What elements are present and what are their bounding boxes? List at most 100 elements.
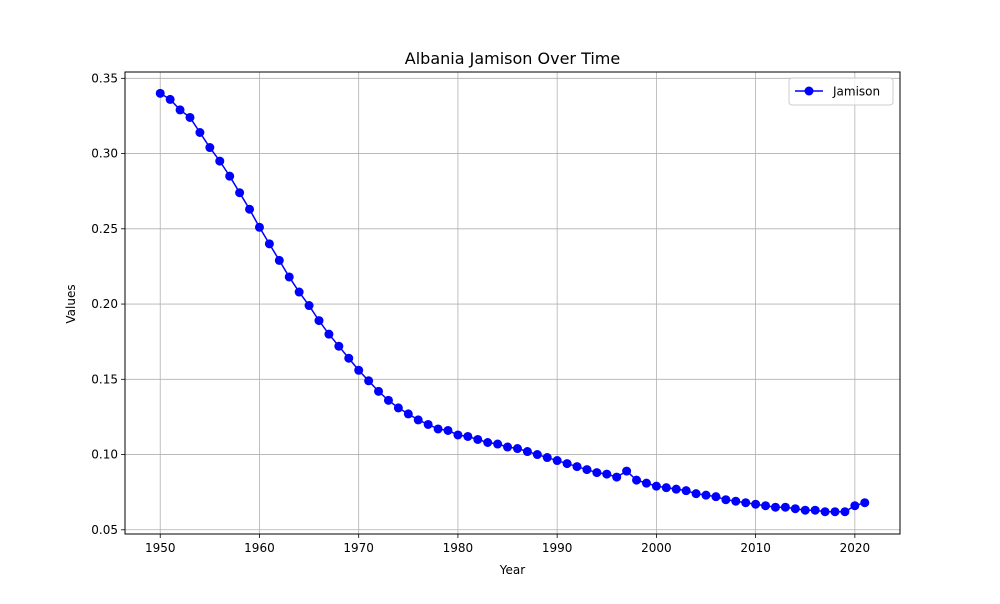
data-point (651, 481, 661, 491)
data-point (592, 468, 602, 478)
data-point (403, 409, 413, 419)
data-point (721, 495, 731, 505)
data-point (284, 272, 294, 282)
data-point (691, 489, 701, 499)
data-point (225, 171, 235, 181)
data-point (165, 94, 175, 104)
data-point (195, 127, 205, 137)
data-point (393, 403, 403, 413)
y-tick-label: 0.35 (91, 71, 118, 85)
data-point (334, 341, 344, 351)
data-point (840, 507, 850, 517)
data-point (235, 188, 245, 198)
y-tick-label: 0.25 (91, 222, 118, 236)
data-point (155, 88, 165, 98)
data-point (731, 496, 741, 506)
data-point (622, 466, 632, 476)
data-point (671, 484, 681, 494)
x-tick-label: 1970 (343, 541, 374, 555)
data-point (711, 492, 721, 502)
legend-label: Jamison (832, 85, 880, 99)
data-point (205, 143, 215, 153)
data-point (602, 469, 612, 479)
data-point (264, 239, 274, 249)
data-point (701, 490, 711, 500)
legend-marker-swatch (804, 86, 814, 96)
data-point (751, 499, 761, 509)
data-point (245, 204, 255, 214)
data-point (850, 501, 860, 511)
data-point (741, 498, 751, 508)
y-axis-label: Values (64, 284, 78, 323)
x-tick-label: 1980 (443, 541, 474, 555)
y-tick-label: 0.10 (91, 448, 118, 462)
data-point (483, 438, 493, 448)
series-layer (155, 88, 870, 517)
data-point (860, 498, 870, 508)
x-tick-label: 2020 (840, 541, 871, 555)
data-point (354, 365, 364, 375)
legend-box (788, 77, 894, 106)
y-tick-label: 0.15 (91, 372, 118, 386)
y-axis-ticks: 0.05 0.10 0.15 0.20 0.25 0.30 0.35 (91, 71, 125, 537)
data-point (830, 507, 840, 517)
y-tick-label: 0.30 (91, 147, 118, 161)
data-point (304, 301, 314, 311)
data-point (780, 502, 790, 512)
data-point (473, 434, 483, 444)
data-point (185, 112, 195, 122)
data-point (314, 316, 324, 326)
x-tick-label: 2000 (641, 541, 672, 555)
data-point (512, 444, 522, 454)
data-point (770, 502, 780, 512)
data-point (681, 486, 691, 496)
data-point (324, 329, 334, 339)
data-point (800, 505, 810, 515)
data-point (542, 453, 552, 463)
data-point (274, 255, 284, 265)
data-point (582, 465, 592, 475)
y-tick-label: 0.20 (91, 297, 118, 311)
data-point (463, 431, 473, 441)
y-tick-label: 0.05 (91, 523, 118, 537)
data-point (632, 475, 642, 485)
plot-area-frame (124, 71, 901, 535)
data-point (562, 459, 572, 469)
data-point (493, 439, 503, 449)
data-point (522, 447, 532, 457)
data-point (810, 505, 820, 515)
data-point (641, 478, 651, 488)
x-tick-label: 1990 (542, 541, 573, 555)
data-point (443, 425, 453, 435)
data-point (790, 504, 800, 514)
legend: Jamison (788, 77, 894, 106)
data-point (344, 353, 354, 363)
data-point (254, 222, 264, 232)
data-point (661, 483, 671, 493)
data-point (532, 450, 542, 460)
data-point (294, 287, 304, 297)
x-tick-label: 1960 (244, 541, 275, 555)
data-point (572, 462, 582, 472)
data-point (423, 419, 433, 429)
data-point (761, 501, 771, 511)
data-point (215, 156, 225, 166)
data-point (503, 442, 513, 452)
data-point (364, 376, 374, 386)
data-point (383, 395, 393, 405)
data-point (175, 105, 185, 115)
chart-title: Albania Jamison Over Time (405, 49, 620, 68)
data-point (433, 424, 443, 434)
x-tick-label: 2010 (740, 541, 771, 555)
data-point (820, 507, 830, 517)
x-axis-label: Year (499, 563, 525, 577)
grid-lines (125, 72, 900, 534)
data-point (612, 472, 622, 482)
data-point (453, 430, 463, 440)
data-point (552, 456, 562, 466)
x-axis-ticks: 1950 1960 1970 1980 1990 2000 2010 2020 (145, 534, 870, 555)
data-point (374, 386, 384, 396)
x-tick-label: 1950 (145, 541, 176, 555)
